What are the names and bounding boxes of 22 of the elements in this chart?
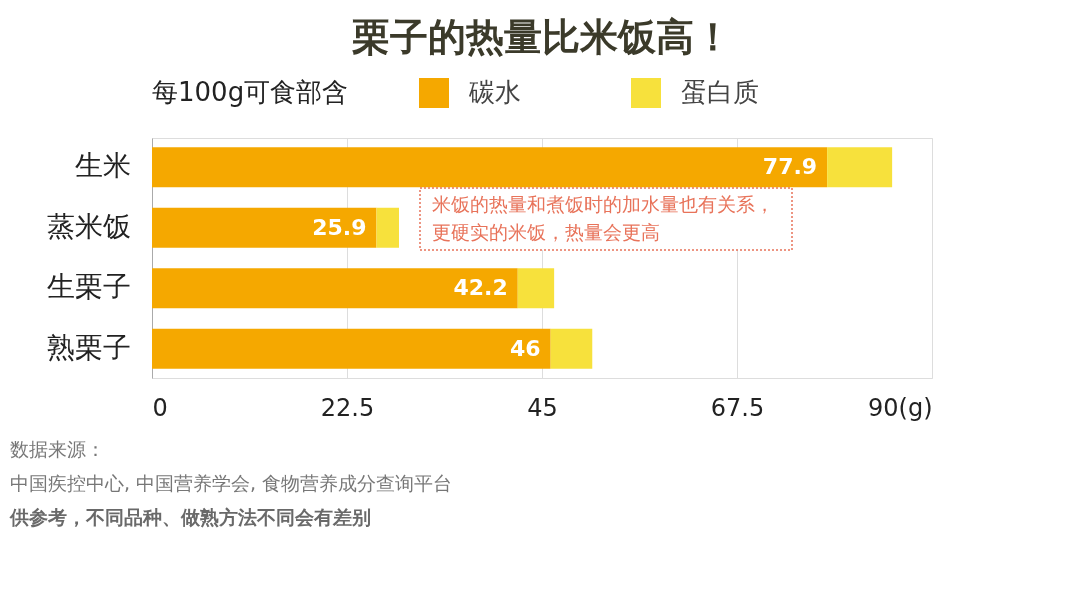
data-label: 46: [510, 335, 541, 361]
y-tick-label: 生栗子: [46, 270, 131, 304]
y-tick-label: 生米: [74, 149, 131, 183]
legend-label: 蛋白质: [681, 77, 759, 107]
text: 供参考，不同品种、做熟方法不同会有差别: [9, 506, 371, 528]
data-label: 25.9: [312, 214, 367, 240]
x-tick-label: 22.5: [320, 393, 375, 422]
text: 中国疾控中心, 中国营养学会, 食物营养成分查询平台: [10, 472, 453, 494]
x-tick-label: 45: [527, 393, 558, 422]
annotation: 米饭的热量和煮饭时的加水量也有关系，: [432, 193, 774, 215]
data-label: 77.9: [762, 154, 818, 180]
legend-title: 每100g可食部含: [152, 77, 349, 107]
legend-label: 碳水: [468, 77, 521, 107]
y-tick-label: 蒸米饭: [46, 209, 131, 243]
y-tick-label: 熟栗子: [46, 330, 131, 364]
chart-title: 栗子的热量比米饭高！: [352, 15, 732, 59]
annotation: 更硬实的米饭，热量会更高: [432, 221, 660, 243]
x-tick-label: 90(g): [868, 393, 933, 422]
x-tick-label: 0: [152, 393, 168, 422]
data-label: 42.2: [453, 275, 508, 301]
x-tick-label: 67.5: [710, 393, 765, 422]
source-note: 数据来源：: [10, 438, 105, 460]
